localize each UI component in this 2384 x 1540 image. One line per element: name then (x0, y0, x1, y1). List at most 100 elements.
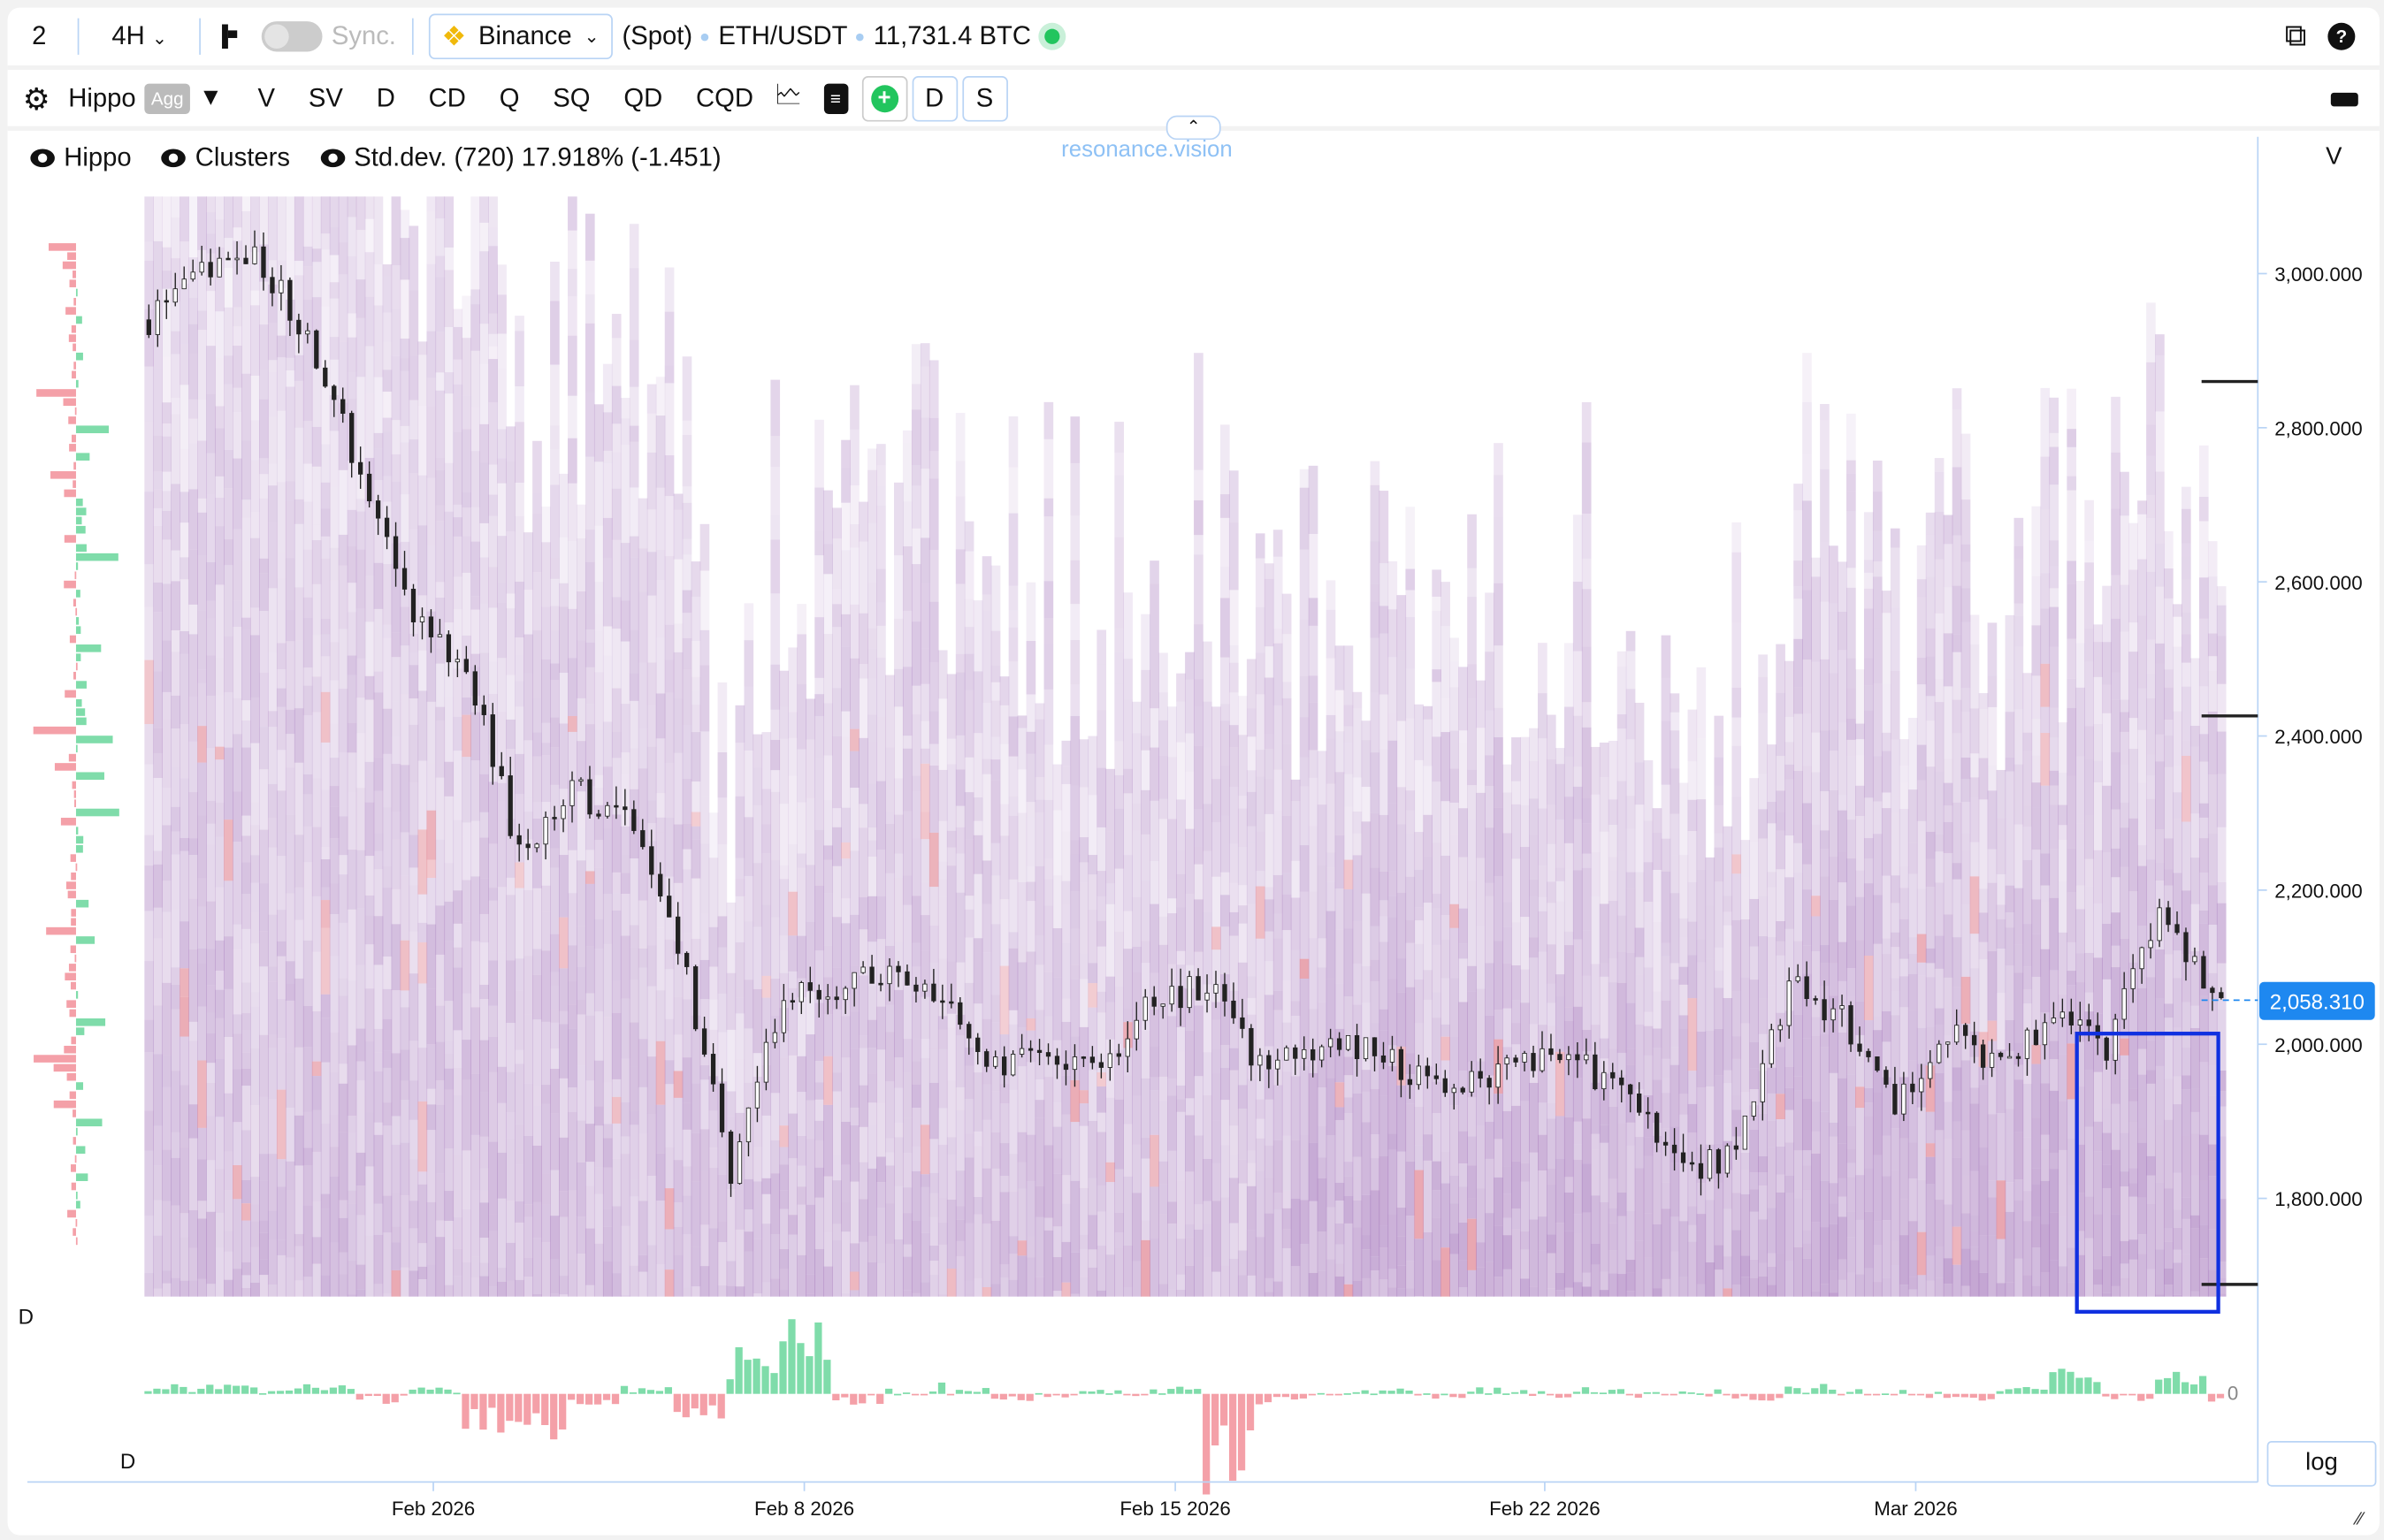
heatmap-cell (1494, 875, 1503, 942)
heatmap-cell (188, 697, 198, 742)
heatmap-cell (2022, 1191, 2033, 1222)
heatmap-cell (1361, 821, 1372, 894)
line-chart-icon[interactable]: 🗠 (775, 79, 803, 110)
heatmap-cell (629, 557, 639, 630)
help-icon[interactable]: ? (2327, 22, 2356, 50)
btn-qd[interactable]: QD (623, 83, 663, 113)
btn-cqd[interactable]: CQD (696, 83, 753, 113)
heatmap-cell (1925, 696, 1936, 721)
layout-icon[interactable] (222, 24, 241, 50)
heatmap-cell (338, 689, 348, 753)
heatmap-cell (638, 728, 648, 769)
heatmap-cell (2137, 1254, 2147, 1297)
heatmap-cell (2049, 897, 2059, 971)
heatmap-cell (523, 1083, 533, 1136)
heatmap-cell (920, 915, 930, 951)
add-indicator-button[interactable]: + (861, 75, 907, 122)
heatmap-cell (629, 1179, 639, 1197)
eye-icon[interactable] (320, 149, 345, 168)
heatmap-cell (1228, 1223, 1239, 1259)
heatmap-cell (928, 549, 939, 602)
eye-icon[interactable] (30, 149, 55, 168)
heatmap-cell (1872, 1092, 1883, 1155)
btn-sq[interactable]: SQ (553, 83, 591, 113)
heatmap-cell (664, 1188, 675, 1230)
filter-icon[interactable]: ▼ (198, 85, 223, 111)
heatmap-cell (1952, 733, 1962, 803)
heatmap-cell (426, 545, 437, 612)
btn-sv[interactable]: SV (308, 83, 343, 113)
ruler-icon[interactable] (2330, 92, 2358, 106)
heatmap-cell (1590, 964, 1601, 1025)
heatmap-cell (602, 1017, 613, 1083)
heatmap-cell (1881, 954, 1891, 1011)
exchange-select[interactable]: ❖ Binance ⌄ (428, 13, 614, 60)
heatmap-cell (523, 1014, 533, 1084)
heatmap-cell (435, 1237, 446, 1297)
layout-count[interactable]: 2 (32, 21, 47, 50)
heatmap-cell (479, 984, 489, 1000)
toggle-s-button[interactable]: S (961, 75, 1008, 122)
heatmap-cell (920, 1232, 930, 1283)
heatmap-cell (497, 294, 507, 334)
collapse-toolbar-button[interactable]: ⌃ (1165, 115, 1221, 141)
gear-icon[interactable]: ⚙ (22, 82, 50, 117)
agg-badge[interactable]: Agg (144, 83, 190, 114)
interval-select[interactable]: 4H ⌄ (95, 21, 184, 51)
heatmap-cell (1387, 657, 1398, 713)
heatmap-cell (285, 1000, 295, 1053)
heatmap-cell (841, 502, 851, 551)
heatmap-cell (1555, 1290, 1565, 1297)
heatmap-cell (1802, 402, 1812, 454)
heatmap-cell (1237, 735, 1248, 797)
heatmap-cell (153, 612, 163, 672)
heatmap-cell (444, 559, 455, 623)
heatmap-cell (276, 1089, 287, 1160)
heatmap-cell (338, 1274, 348, 1297)
heatmap-cell (2111, 396, 2120, 453)
heatmap-cell (488, 1071, 498, 1142)
heatmap-cell (391, 1242, 401, 1270)
btn-cd[interactable]: CD (428, 83, 466, 113)
btn-v[interactable]: V (257, 83, 276, 113)
indicator-name[interactable]: Hippo (68, 83, 136, 113)
eye-icon[interactable] (161, 149, 187, 168)
share-icon[interactable]: ⧉ (2284, 19, 2307, 53)
heatmap-cell (391, 701, 401, 737)
heatmap-cell (1352, 855, 1363, 921)
heatmap-cell (646, 662, 657, 705)
legend-hippo[interactable]: Hippo (30, 143, 132, 173)
sync-toggle[interactable] (261, 21, 323, 52)
btn-q[interactable]: Q (499, 83, 520, 113)
pair[interactable]: ETH/USDT (718, 21, 848, 50)
heatmap-cell (1035, 1079, 1045, 1101)
heatmap-cell (215, 1059, 225, 1117)
heatmap-cell (770, 791, 781, 860)
profile-bar (75, 352, 83, 361)
heatmap-cell (1784, 877, 1794, 929)
heatmap-cell (1281, 682, 1292, 698)
heatmap-cell (1678, 1015, 1689, 1029)
list-icon[interactable]: ≡ (823, 83, 848, 114)
heatmap-cell (1246, 770, 1257, 792)
legend-clusters[interactable]: Clusters (161, 143, 290, 173)
heatmap-cell (1572, 1144, 1583, 1160)
heatmap-cell (444, 270, 455, 328)
heatmap-cell (1299, 1134, 1310, 1201)
heatmap-cell (188, 1021, 198, 1041)
legend-stddev[interactable]: Std.dev. (720) 17.918% (-1.451) (320, 143, 722, 173)
heatmap-cell (224, 565, 233, 637)
heatmap-cell (2173, 950, 2182, 979)
toggle-d-button[interactable]: D (911, 75, 958, 122)
heatmap-cell (911, 1170, 921, 1221)
heatmap-cell (1740, 1277, 1751, 1297)
heatmap-cell (153, 671, 163, 728)
heatmap-cell (2040, 509, 2051, 574)
candle-body (1045, 1052, 1051, 1057)
heatmap-cell (250, 305, 260, 376)
heatmap-cell (1334, 1082, 1345, 1108)
btn-d[interactable]: D (376, 83, 395, 113)
heatmap-cell (1608, 799, 1618, 825)
heatmap-cell (1599, 831, 1609, 904)
